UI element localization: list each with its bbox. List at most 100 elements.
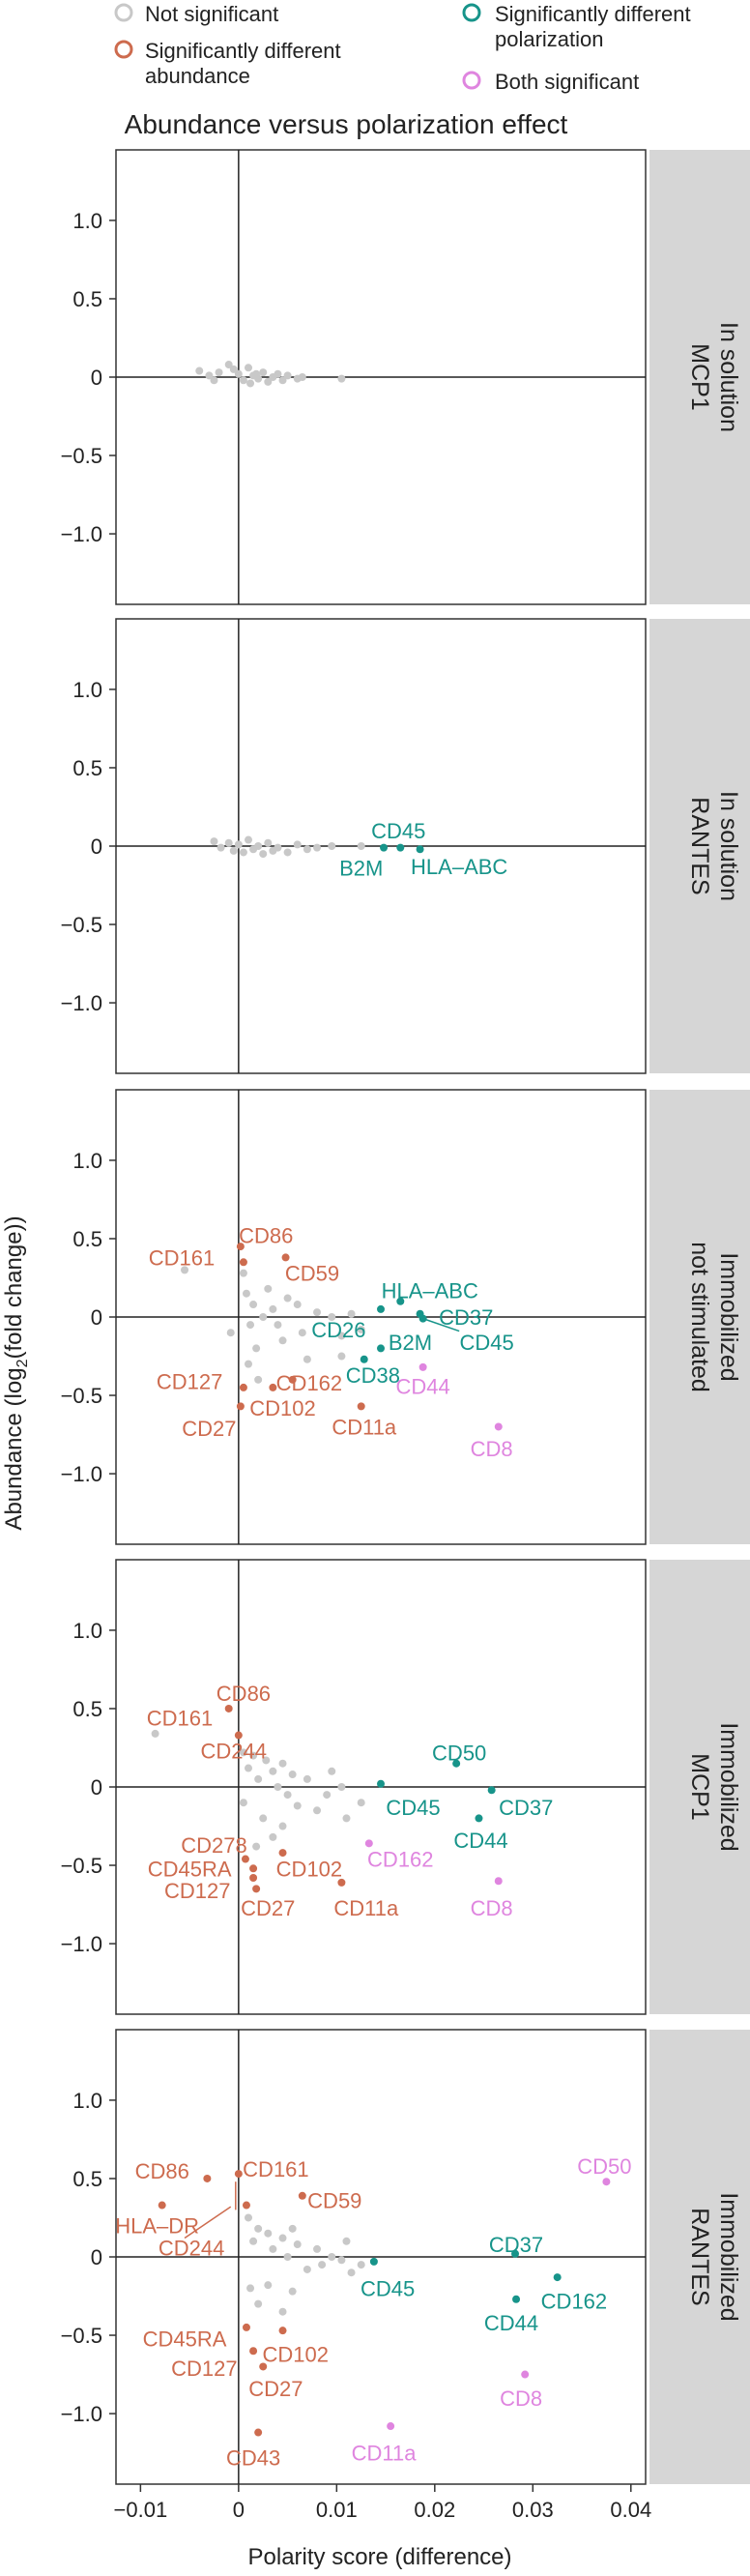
y-tick-label: 0.5 <box>72 2167 102 2191</box>
point-label: B2M <box>389 1331 432 1355</box>
point-label: CD26 <box>311 1318 365 1342</box>
panel-strip-label: Immobilizednot stimulated <box>686 1242 742 1392</box>
data-point <box>252 369 261 378</box>
x-axis: −0.01 0 0.01 0.02 0.03 0.04 <box>114 2484 651 2522</box>
data-point <box>254 1774 263 1783</box>
data-point <box>278 376 287 385</box>
data-point <box>269 2244 277 2253</box>
point-label: HLA–ABC <box>411 855 507 879</box>
point-label: CD8 <box>471 1896 513 1920</box>
data-point <box>274 843 282 852</box>
point-label: CD11a <box>332 1415 397 1439</box>
data-point <box>195 366 204 375</box>
data-point <box>252 1885 261 1893</box>
data-point <box>274 1783 282 1791</box>
y-tick-label: 0.5 <box>72 287 102 311</box>
data-point <box>242 2323 250 2331</box>
y-tick-label: 0 <box>91 2245 102 2269</box>
point-label: CD50 <box>577 2154 631 2179</box>
label-connector <box>184 2206 232 2239</box>
point-label: CD27 <box>241 1896 295 1920</box>
data-point <box>259 1313 268 1321</box>
y-tick-label: 0.5 <box>72 756 102 780</box>
data-point <box>239 1258 247 1267</box>
point-label: CD8 <box>471 1437 513 1461</box>
data-point <box>274 1321 282 1330</box>
data-point <box>602 2178 611 2186</box>
point-label: CD59 <box>307 2189 361 2213</box>
data-point <box>303 1774 311 1783</box>
data-point <box>357 842 365 850</box>
data-point <box>249 1301 258 1309</box>
data-point <box>239 1748 247 1757</box>
data-point <box>269 1304 277 1313</box>
panel-strip <box>649 1560 750 2014</box>
point-label: CD86 <box>216 1682 271 1706</box>
data-point <box>234 840 243 849</box>
point-label: CD37 <box>489 2233 543 2257</box>
data-point <box>377 1304 385 1313</box>
data-point <box>254 1375 263 1384</box>
data-point <box>293 840 302 849</box>
data-point <box>328 842 336 850</box>
data-point <box>288 1375 297 1384</box>
data-point <box>278 2307 287 2316</box>
data-point <box>357 2261 365 2269</box>
data-point <box>249 1874 258 1882</box>
data-point <box>337 2256 346 2265</box>
data-point <box>249 2237 258 2245</box>
x-tick-label: 0.01 <box>316 2498 358 2522</box>
point-label: HLA–DR <box>115 2214 199 2239</box>
data-point <box>242 1289 250 1298</box>
y-tick-label: −0.5 <box>61 2324 102 2348</box>
data-point <box>283 1791 292 1800</box>
data-point <box>224 1704 233 1712</box>
y-tick-label: −0.5 <box>61 1854 102 1878</box>
data-point <box>418 1314 427 1323</box>
data-point <box>293 1301 302 1309</box>
point-label: CD161 <box>147 1707 213 1731</box>
data-point <box>283 1294 292 1303</box>
data-point <box>298 1329 306 1337</box>
point-label: CD43 <box>226 2445 280 2470</box>
data-point <box>259 2362 268 2371</box>
data-point <box>216 843 225 852</box>
data-point <box>323 1791 332 1800</box>
point-label: CD278 <box>181 1833 246 1858</box>
data-point <box>158 2201 166 2210</box>
data-point <box>264 1284 273 1293</box>
point-label: CD102 <box>262 2342 328 2366</box>
x-tick-label: 0.04 <box>610 2498 651 2522</box>
panel-strip-label: ImmobilizedRANTES <box>686 2192 742 2321</box>
data-point <box>249 1864 258 1873</box>
chart-title: Abundance versus polarization effect <box>125 109 568 139</box>
point-label: CD44 <box>484 2311 538 2335</box>
point-label: CD38 <box>346 1363 400 1388</box>
data-point <box>278 2327 287 2335</box>
point-label: CD45 <box>386 1796 440 1820</box>
point-label: CD44 <box>453 1829 507 1853</box>
panel-3: 1.0 0.5 0 −0.5 −1.0 Immobilizednot stimulated… <box>61 1089 750 1545</box>
point-label: CD244 <box>201 1740 267 1764</box>
data-point <box>252 1842 261 1851</box>
data-point <box>249 2347 258 2356</box>
x-axis-label: Polarity score (difference) <box>248 2544 512 2570</box>
data-point <box>337 1352 346 1361</box>
data-point <box>303 2265 311 2273</box>
panel-5: 1.0 0.5 0 −0.5 −1.0 ImmobilizedRANTES CD86 CD16… <box>61 2029 750 2485</box>
x-tick-label: 0 <box>233 2498 245 2522</box>
data-point <box>259 850 268 859</box>
legend-marker-2 <box>114 40 133 59</box>
y-tick-label: 0.5 <box>72 1697 102 1721</box>
panel-2: 1.0 0.5 0 −0.5 −1.0 In solutionRANTES CD45 B2M H… <box>61 618 750 1074</box>
data-point <box>313 1308 322 1317</box>
data-point <box>416 845 424 854</box>
panel-strip-label: In solutionMCP1 <box>686 322 742 432</box>
data-point <box>357 1799 365 1807</box>
data-point <box>278 1822 287 1830</box>
data-point <box>313 1806 322 1815</box>
data-point <box>278 1849 287 1858</box>
data-point <box>264 2229 273 2238</box>
point-label: CD45 <box>459 1331 513 1355</box>
point-label: CD45 <box>371 819 425 843</box>
